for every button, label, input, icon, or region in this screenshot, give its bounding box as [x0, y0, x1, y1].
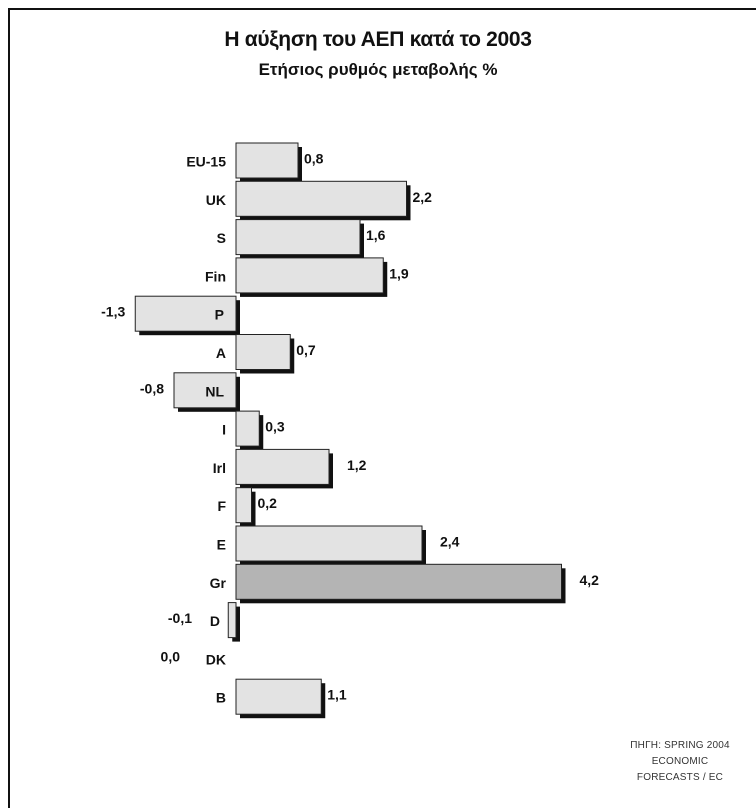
category-label: A: [216, 345, 226, 361]
bar-d: [227, 602, 237, 639]
category-label: F: [217, 498, 226, 514]
bar-irl: [235, 448, 330, 485]
category-label: B: [216, 690, 226, 706]
category-label: DK: [206, 651, 226, 667]
category-label: D: [210, 613, 220, 629]
category-label: I: [222, 422, 226, 438]
value-label: 0,0: [161, 648, 181, 664]
value-label: 0,7: [296, 342, 316, 358]
value-label: -1,3: [101, 304, 125, 320]
value-label: -0,8: [140, 380, 164, 396]
category-label: Fin: [205, 268, 226, 284]
category-label: Gr: [210, 575, 227, 591]
category-label: NL: [205, 383, 224, 399]
source-note: ΠΗΓΗ: SPRING 2004 ECONOMIC FORECASTS / E…: [600, 738, 756, 786]
bar-p: [134, 295, 237, 332]
value-label: 1,9: [389, 265, 409, 281]
category-label: P: [215, 307, 224, 323]
value-label: 1,1: [327, 687, 347, 703]
bar-f: [235, 487, 252, 524]
bar-a: [235, 334, 291, 370]
category-label: Irl: [213, 460, 226, 476]
value-label: 1,6: [366, 227, 386, 243]
bar-uk: [235, 180, 407, 217]
value-label: 0,2: [258, 495, 278, 511]
source-line: FORECASTS / EC: [636, 772, 724, 783]
value-label: 0,3: [265, 419, 285, 435]
category-label: UK: [206, 192, 226, 208]
chart-title: Η αύξηση του ΑΕΠ κατά το 2003: [224, 28, 532, 51]
bar-b: [235, 678, 322, 715]
value-label: 0,8: [304, 151, 324, 167]
bar-eu-15: [235, 142, 299, 179]
bar-s: [235, 219, 361, 256]
value-label: 2,4: [440, 534, 460, 550]
source-line: ΠΗΓΗ: SPRING 2004: [630, 740, 730, 751]
category-label: EU-15: [186, 154, 226, 170]
bar-gr: [235, 563, 562, 600]
bar-i: [235, 410, 260, 447]
chart-frame: [8, 8, 756, 808]
bar-e: [235, 525, 423, 562]
value-label: 2,2: [413, 189, 433, 205]
value-label: 1,2: [347, 457, 367, 473]
category-label: S: [217, 230, 226, 246]
source-line: ECONOMIC: [651, 756, 709, 767]
value-label: 4,2: [580, 572, 600, 588]
value-label: -0,1: [168, 610, 192, 626]
chart-subtitle: Ετήσιος ρυθμός μεταβολής %: [258, 60, 498, 79]
bar-fin: [235, 257, 384, 294]
bar-nl: [173, 372, 237, 409]
category-label: E: [217, 537, 226, 553]
